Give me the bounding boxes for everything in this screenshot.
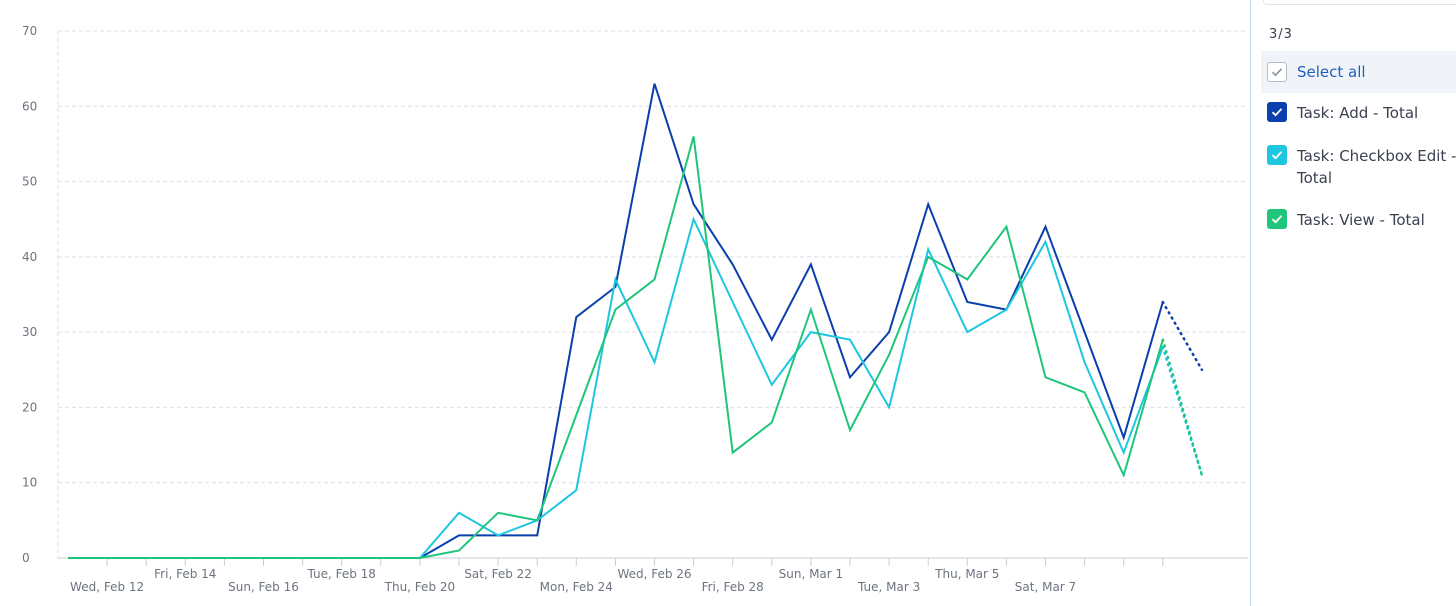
check-icon — [1271, 68, 1283, 77]
legend-item-label: Task: Checkbox Edit - Total — [1297, 147, 1456, 187]
x-tick-label: Mon, Feb 24 — [540, 580, 613, 594]
legend-item-label: Task: View - Total — [1297, 211, 1425, 229]
legend-item-add-checkbox[interactable] — [1267, 102, 1287, 122]
check-icon — [1271, 151, 1283, 160]
series-projection-2 — [1161, 345, 1204, 477]
x-tick-label: Sat, Mar 7 — [1015, 580, 1076, 594]
series-projection-3 — [1161, 338, 1204, 477]
series-line-2 — [68, 216, 1164, 559]
check-icon — [1271, 215, 1283, 224]
legend-search-box-edge[interactable] — [1263, 0, 1456, 5]
x-tick-label: Tue, Mar 3 — [857, 580, 920, 594]
x-tick-label: Sun, Feb 16 — [228, 580, 299, 594]
legend-select-all[interactable]: Select all — [1261, 51, 1456, 93]
y-tick-label: 30 — [22, 325, 37, 339]
x-tick-label: Sun, Mar 1 — [779, 567, 844, 581]
x-tick-label: Fri, Feb 14 — [154, 567, 216, 581]
x-tick-label: Tue, Feb 18 — [306, 567, 375, 581]
x-tick-label: Thu, Mar 5 — [934, 567, 999, 581]
legend-selection-count: 3/3 — [1269, 27, 1293, 42]
select-all-checkbox[interactable] — [1267, 62, 1287, 82]
legend-item-label: Task: Add - Total — [1297, 104, 1419, 122]
legend-panel: 3/3 Select all Task: Add - Total Task: C… — [1250, 0, 1456, 606]
series-line-3 — [68, 136, 1164, 559]
series-projection-1 — [1161, 300, 1204, 372]
select-all-label: Select all — [1297, 63, 1366, 81]
y-tick-label: 70 — [22, 24, 37, 38]
y-tick-label: 50 — [22, 175, 37, 189]
legend-item-view[interactable]: Task: View - Total — [1261, 209, 1456, 231]
y-tick-label: 60 — [22, 99, 37, 113]
line-chart: 0 10 20 30 40 50 60 70 Wed, Feb 12 Fri, Feb 14 Sun… — [22, 24, 1248, 594]
legend-item-checkbox-edit[interactable]: Task: Checkbox Edit - Total — [1261, 145, 1456, 189]
x-tick-label: Wed, Feb 26 — [617, 567, 691, 581]
check-icon — [1271, 108, 1283, 117]
y-tick-label: 10 — [22, 476, 37, 490]
legend-item-add[interactable]: Task: Add - Total — [1261, 102, 1456, 124]
series-line-1 — [68, 83, 1164, 559]
y-tick-label: 0 — [22, 551, 30, 565]
legend-item-view-checkbox[interactable] — [1267, 209, 1287, 229]
x-tick-label: Wed, Feb 12 — [70, 580, 144, 594]
x-tick-label: Thu, Feb 20 — [384, 580, 456, 594]
x-tick-label: Fri, Feb 28 — [702, 580, 764, 594]
y-tick-label: 40 — [22, 250, 37, 264]
x-tick-label: Sat, Feb 22 — [464, 567, 532, 581]
chart-canvas: 0 10 20 30 40 50 60 70 Wed, Feb 12 Fri, Feb 14 Sun… — [22, 24, 1248, 594]
legend-item-checkbox-edit-checkbox[interactable] — [1267, 145, 1287, 165]
y-tick-label: 20 — [22, 400, 37, 414]
